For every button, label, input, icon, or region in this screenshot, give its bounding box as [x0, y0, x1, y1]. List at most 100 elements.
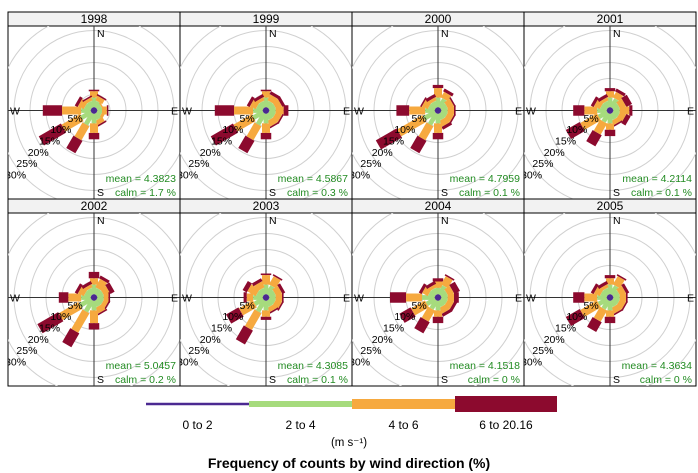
petal-segment-300-bin1 — [600, 103, 609, 111]
ring-label: 15% — [211, 135, 232, 147]
ring-label: 25% — [532, 345, 553, 357]
petal-segment-330-bin3 — [253, 94, 265, 103]
petal-dir-180 — [260, 297, 272, 320]
calm-label: calm = 0.1 % — [631, 187, 692, 199]
petal-segment-240-bin3 — [38, 123, 67, 146]
ring-label: 5% — [583, 113, 598, 125]
key-label-bin0: 0 to 2 — [182, 418, 212, 432]
petal-segment-180-bin1 — [91, 113, 97, 124]
ring-label: 15% — [39, 322, 60, 334]
ring-label: 20% — [28, 334, 49, 346]
compass-e-label: E — [343, 293, 350, 305]
ring-label: 30% — [177, 169, 198, 181]
ring-label: 5% — [239, 300, 254, 312]
petal-segment-180-bin2 — [90, 310, 98, 324]
petal-segment-330-bin1 — [87, 100, 95, 109]
panel-year-label: 2001 — [597, 12, 624, 26]
petal-segment-330-bin1 — [259, 100, 267, 109]
petal-segment-150-bin3 — [269, 121, 280, 129]
petal-segment-30-bin2 — [440, 91, 452, 102]
petal-segment-0-bin1 — [607, 284, 613, 295]
key-swatch-bin0 — [146, 402, 249, 406]
petal-segment-180-bin3 — [88, 323, 100, 330]
petal-segment-180-bin0 — [265, 297, 267, 301]
petal-segment-30-bin3 — [99, 275, 110, 284]
ring-label: 15% — [383, 322, 404, 334]
petal-dir-210 — [238, 110, 267, 154]
key-swatch-bin1 — [249, 401, 352, 407]
petal-segment-120-bin1 — [95, 297, 104, 305]
petal-segment-330-bin3 — [597, 94, 609, 103]
petal-segment-240-bin2 — [580, 113, 601, 130]
petal-segment-150-bin3 — [441, 121, 453, 130]
compass-n-label: N — [613, 215, 621, 227]
petal-segment-0-bin2 — [90, 278, 98, 285]
ring-label: 20% — [28, 147, 49, 159]
petal-dir-330 — [82, 95, 95, 111]
petal-segment-90-bin3 — [454, 105, 456, 116]
petal-segment-270-bin3 — [42, 105, 62, 116]
petal-segment-120-bin1 — [439, 110, 448, 118]
petal-segment-210-bin3 — [62, 328, 80, 348]
petal-segment-60-bin3 — [277, 96, 286, 108]
compass-s-label: S — [97, 187, 104, 199]
petal-segment-150-bin3 — [96, 120, 107, 127]
petal-segment-150-bin2 — [95, 116, 105, 125]
petal-dir-210 — [414, 297, 439, 334]
petal-segment-210-bin2 — [593, 119, 608, 135]
petal-segment-330-bin1 — [603, 100, 611, 109]
compass-n-label: N — [441, 215, 449, 227]
ring-label: 25% — [188, 158, 209, 170]
petal-segment-180-bin1 — [435, 113, 441, 124]
petal-segment-330-bin2 — [254, 281, 265, 292]
petal-segment-180-bin2 — [262, 310, 270, 317]
ring-label: 10% — [566, 311, 587, 323]
petal-segment-180-bin0 — [93, 297, 95, 301]
petal-segment-330-bin3 — [251, 278, 263, 287]
chart-title: Frequency of counts by wind direction (%… — [208, 455, 490, 471]
petal-segment-30-bin3 — [443, 88, 454, 97]
petal-segment-180-bin1 — [435, 300, 441, 311]
petal-segment-60-bin3 — [449, 281, 461, 295]
petal-segment-330-bin1 — [603, 287, 611, 296]
petal-segment-150-bin3 — [441, 308, 453, 317]
mean-label: mean = 4.7959 — [450, 173, 521, 185]
petal-dir-300 — [242, 280, 267, 299]
petal-segment-30-bin1 — [93, 100, 101, 109]
ring-label: 10% — [394, 124, 415, 136]
petal-dir-0 — [432, 278, 444, 298]
ring-label: 25% — [360, 345, 381, 357]
mean-label: mean = 4.3634 — [622, 360, 693, 372]
mean-label: mean = 4.3823 — [106, 173, 177, 185]
compass-e-label: E — [343, 106, 350, 118]
petal-segment-150-bin3 — [613, 308, 624, 316]
petal-dir-240 — [38, 109, 95, 146]
compass-s-label: S — [97, 374, 104, 386]
petal-segment-180-bin1 — [607, 300, 613, 311]
petal-segment-150-bin3 — [268, 307, 279, 314]
petal-dir-210 — [586, 110, 611, 147]
ring-label: 30% — [177, 356, 198, 368]
calm-label: calm = 0.2 % — [115, 374, 176, 386]
petal-dir-210 — [235, 297, 267, 345]
ring-label: 5% — [239, 113, 254, 125]
petal-segment-30-bin3 — [96, 94, 107, 101]
petal-segment-180-bin3 — [604, 316, 616, 324]
petal-segment-330-bin1 — [87, 287, 95, 296]
petal-segment-0-bin1 — [263, 97, 269, 108]
petal-segment-300-bin1 — [428, 103, 437, 111]
petal-dir-0 — [260, 273, 272, 298]
petal-segment-30-bin3 — [269, 91, 281, 100]
petal-segment-270-bin2 — [246, 293, 254, 302]
petal-segment-30-bin1 — [437, 98, 447, 109]
ring-label: 30% — [349, 169, 370, 181]
petal-segment-240-bin3 — [375, 128, 402, 150]
petal-segment-30-bin2 — [95, 96, 105, 105]
compass-w-label: W — [526, 106, 536, 118]
petal-segment-120-bin3 — [449, 300, 458, 312]
petal-dir-30 — [609, 88, 626, 111]
petal-segment-30-bin3 — [444, 274, 455, 281]
